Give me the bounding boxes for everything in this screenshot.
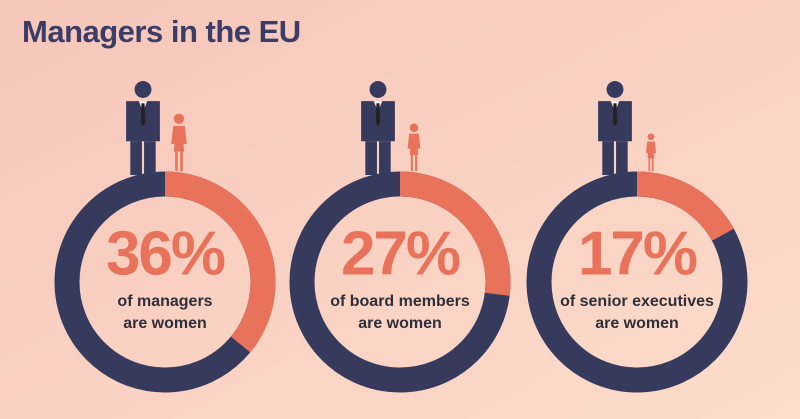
body: [171, 125, 187, 152]
caption: of senior executives: [560, 293, 714, 310]
head: [134, 81, 152, 98]
title: Managers in the EU: [22, 14, 301, 49]
man-icon: [126, 81, 160, 175]
man-icon: [361, 81, 395, 175]
leg: [379, 141, 391, 175]
leg: [415, 155, 418, 171]
caption: of managers: [117, 293, 212, 310]
donut-segment: [164, 171, 276, 353]
head: [369, 81, 387, 98]
leg: [616, 141, 628, 175]
head: [606, 81, 624, 98]
head: [409, 123, 419, 133]
woman-icon: [407, 123, 421, 171]
woman-icon: [645, 133, 657, 171]
leg: [410, 155, 413, 171]
tie: [140, 103, 146, 127]
caption: are women: [358, 315, 442, 332]
head: [647, 133, 655, 141]
value-label: 36%: [106, 219, 225, 288]
value-label: 27%: [341, 219, 460, 288]
leg: [180, 151, 183, 171]
leg: [365, 141, 377, 175]
donut-segment: [636, 171, 734, 242]
head: [173, 113, 185, 124]
value-label: 17%: [578, 219, 697, 288]
body: [407, 133, 421, 155]
tie: [612, 103, 618, 127]
leg: [602, 141, 614, 175]
man-icon: [598, 81, 632, 175]
leg: [144, 141, 156, 175]
tie: [375, 103, 381, 127]
caption: are women: [123, 315, 207, 332]
caption: of board members: [330, 293, 470, 310]
leg: [648, 158, 651, 171]
woman-icon: [171, 113, 187, 171]
donut-segment: [399, 171, 511, 296]
body: [645, 141, 657, 159]
leg: [130, 141, 142, 175]
leg: [175, 151, 178, 171]
caption: are women: [595, 315, 679, 332]
leg: [651, 158, 654, 171]
